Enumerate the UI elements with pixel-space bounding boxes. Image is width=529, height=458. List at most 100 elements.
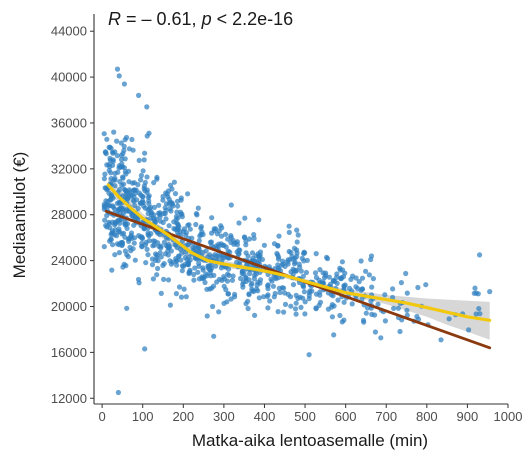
data-point [241, 271, 247, 277]
x-tick-label: 0 [99, 409, 106, 424]
data-point [243, 242, 249, 248]
data-point [232, 291, 238, 297]
data-point [165, 277, 172, 283]
data-point [359, 275, 366, 281]
data-point [255, 288, 261, 294]
data-point [350, 273, 356, 279]
data-point [136, 233, 142, 239]
y-tick-label: 36000 [51, 115, 87, 130]
data-point [236, 247, 242, 253]
data-point [264, 293, 270, 299]
data-point [295, 295, 301, 301]
data-point [316, 302, 322, 308]
data-point [404, 312, 410, 318]
x-tick-label: 300 [213, 409, 235, 424]
data-point [132, 202, 138, 209]
data-point [125, 208, 131, 214]
data-point [121, 81, 127, 87]
data-point [270, 283, 276, 289]
data-point [195, 205, 201, 211]
data-point [226, 266, 232, 272]
data-point [290, 256, 296, 262]
data-point [195, 269, 201, 275]
data-point [175, 215, 181, 221]
data-point [171, 179, 177, 185]
data-point [471, 290, 477, 296]
data-point [144, 133, 150, 139]
data-point [142, 188, 148, 194]
data-point [115, 389, 121, 396]
data-point [334, 271, 340, 277]
data-point [251, 272, 258, 278]
data-point [294, 239, 300, 245]
r-symbol: R [108, 9, 121, 29]
data-point [304, 257, 310, 263]
data-point [125, 168, 132, 174]
data-point [130, 197, 136, 203]
data-point [168, 182, 174, 188]
x-tick-label: 400 [254, 409, 276, 424]
data-point [123, 134, 130, 141]
data-point [276, 233, 282, 239]
data-point [124, 305, 130, 311]
data-point [130, 187, 136, 194]
data-point [204, 273, 210, 279]
data-point [205, 263, 211, 269]
x-tick-label: 900 [457, 409, 479, 424]
data-point [323, 273, 329, 279]
data-point [216, 309, 222, 315]
data-point [277, 289, 283, 296]
data-point [477, 311, 483, 317]
data-point [230, 273, 236, 279]
data-point [172, 191, 179, 197]
data-point [261, 242, 267, 248]
data-point [329, 314, 335, 320]
r-value: = – 0.61, [121, 9, 202, 29]
data-point [132, 213, 138, 219]
data-point [325, 306, 331, 312]
data-point [209, 215, 215, 221]
confidence-band-layer [108, 176, 490, 340]
data-point [165, 194, 171, 200]
data-point [131, 240, 137, 246]
data-point [331, 332, 337, 338]
data-point [120, 174, 126, 180]
data-point [196, 260, 202, 266]
y-tick-label: 40000 [51, 70, 87, 85]
data-point [154, 254, 160, 260]
data-point [175, 203, 181, 209]
data-point [355, 285, 361, 292]
data-point [296, 261, 302, 267]
data-point [179, 214, 185, 220]
data-point [301, 289, 307, 295]
data-point [131, 180, 137, 186]
data-point [267, 298, 273, 304]
data-point [284, 259, 290, 265]
data-point [210, 303, 216, 310]
data-point [339, 259, 345, 265]
data-point [275, 309, 281, 315]
data-point [135, 205, 141, 211]
data-point [228, 202, 234, 208]
x-tick-label: 100 [132, 409, 154, 424]
data-point [337, 312, 343, 319]
data-point [174, 262, 180, 268]
data-point [358, 258, 364, 264]
data-point [114, 66, 121, 72]
data-point [107, 144, 113, 150]
data-point [175, 221, 181, 227]
data-point [245, 253, 251, 259]
data-point [136, 157, 142, 163]
data-point [128, 230, 135, 236]
data-point [200, 267, 206, 273]
data-point [124, 225, 130, 231]
y-tick-label: 28000 [51, 207, 87, 222]
data-point [477, 252, 483, 258]
data-point [132, 257, 138, 263]
data-point [126, 236, 132, 242]
data-point [112, 252, 118, 258]
data-point [119, 182, 125, 188]
data-point [160, 197, 166, 203]
data-point [136, 92, 142, 98]
